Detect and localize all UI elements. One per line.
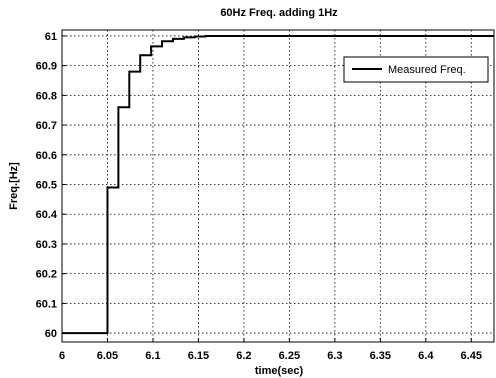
x-tick-label: 6.45 [461,350,482,362]
legend: Measured Freq. [343,56,489,83]
series-layer [62,34,494,335]
x-tick-label: 6.35 [370,350,391,362]
y-tick-label: 61 [45,31,57,43]
y-axis-label: Freq.[Hz] [8,162,20,210]
y-tick-label: 60.7 [36,120,57,132]
x-tick-label: 6 [59,350,65,362]
x-tick-label: 6.25 [279,350,300,362]
y-tick-label: 60.8 [36,90,57,102]
y-tick-label: 60.1 [36,298,57,310]
series-line-0 [62,34,494,335]
x-tick-label: 6.3 [327,350,342,362]
x-tick-label: 6.1 [145,350,160,362]
y-tick-label: 60.2 [36,269,57,281]
x-tick-label: 6.4 [418,350,434,362]
y-tick-label: 60.9 [36,61,57,73]
x-tick-label: 6.15 [188,350,209,362]
y-tick-label: 60.4 [36,209,58,221]
legend-label: Measured Freq. [388,64,466,76]
chart-title: 60Hz Freq. adding 1Hz [220,7,338,19]
y-ticks: 60 60.1 60.2 60.3 60.4 60.5 60.6 60.7 60.8 60.9 61 [36,31,66,340]
y-tick-label: 60.3 [36,239,57,251]
x-axis-label: time(sec) [255,365,304,377]
plot-frame [61,29,495,343]
x-tick-label: 6.2 [236,350,251,362]
legend-box [343,56,489,83]
y-tick-label: 60.6 [36,150,57,162]
x-tick-label: 6.05 [97,350,118,362]
y-tick-label: 60.5 [36,180,57,192]
x-ticks: 6 6.05 6.1 6.15 6.2 6.25 6.3 6.35 6.4 6.45 [59,338,482,362]
y-tick-label: 60 [45,328,57,340]
